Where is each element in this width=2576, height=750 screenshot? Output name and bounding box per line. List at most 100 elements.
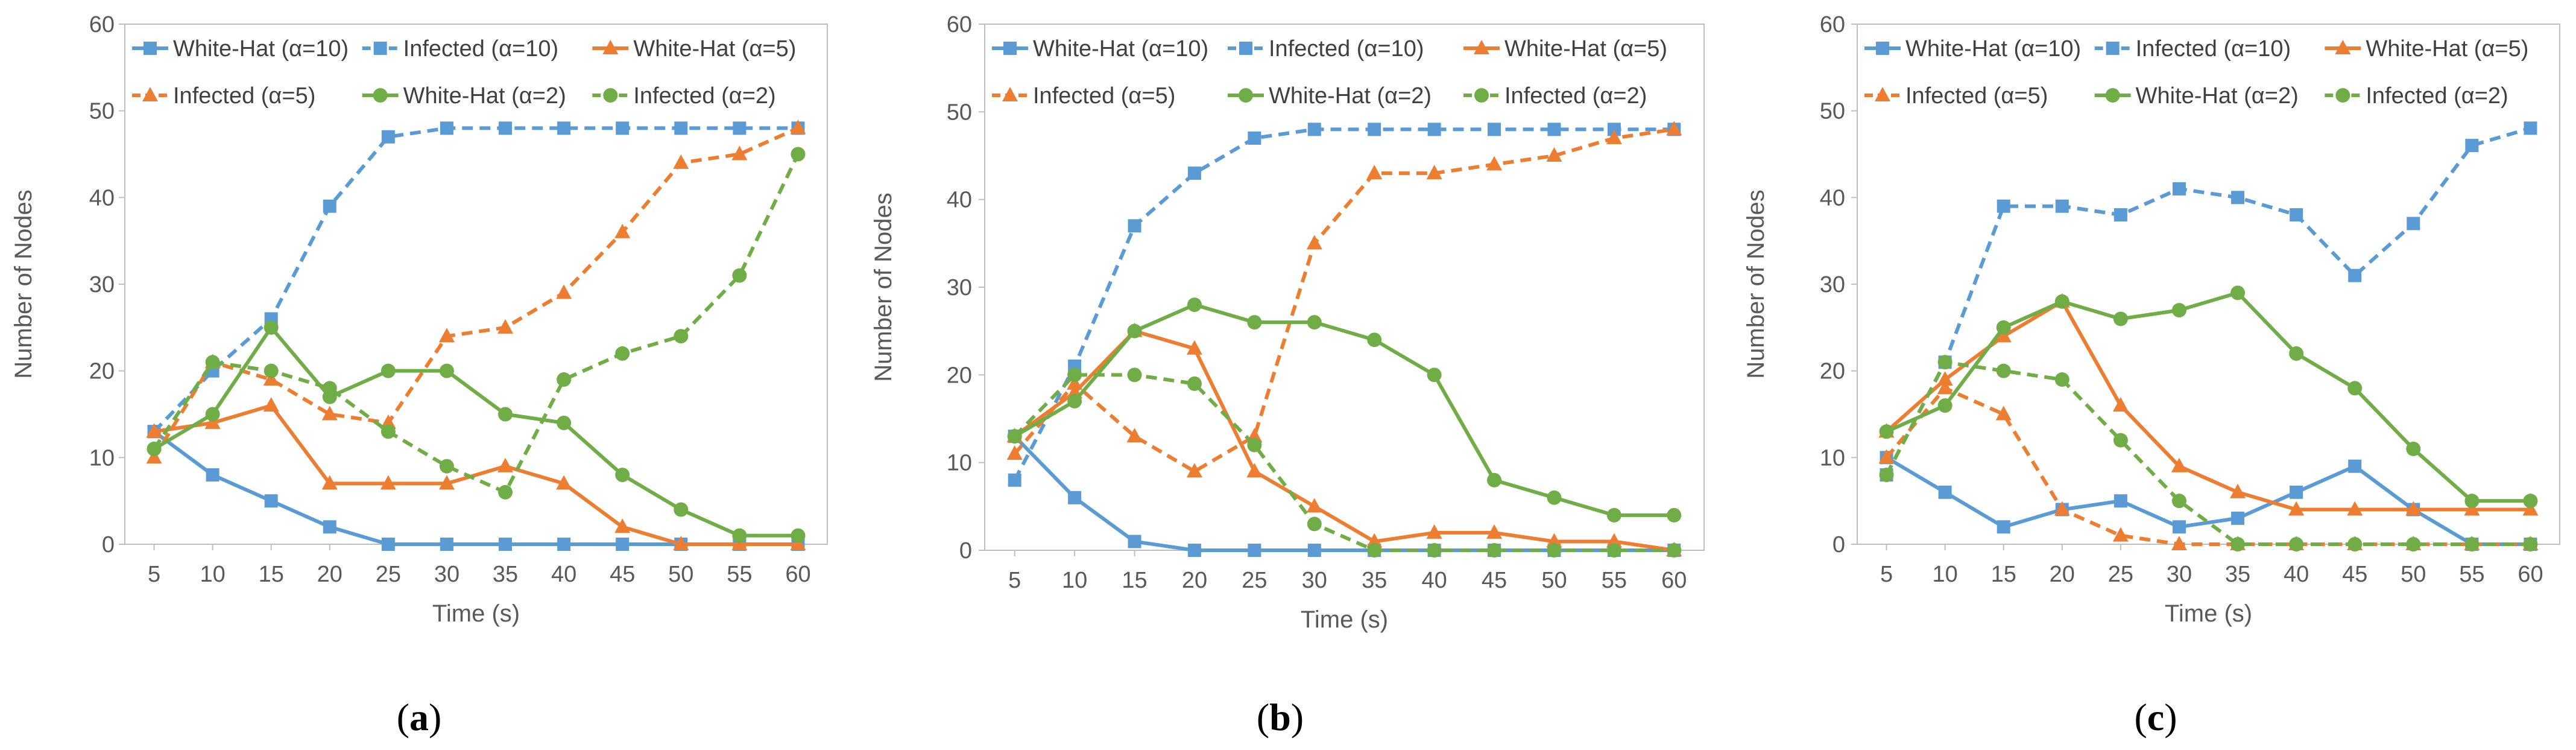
y-axis-title: Number of Nodes — [1743, 189, 1769, 378]
legend-item: Infected (α=10) — [2094, 36, 2291, 62]
data-point — [499, 538, 513, 551]
data-point — [1366, 165, 1383, 180]
data-point — [556, 284, 572, 299]
data-point — [264, 494, 278, 508]
x-tick-label: 45 — [610, 562, 635, 587]
data-point — [1488, 122, 1501, 136]
legend-marker — [142, 87, 158, 101]
chart-panel-c: 0 10 20 30 40 50 60 5 10 15 20 25 30 35 40 45 50 55 60 Time… — [1743, 12, 2560, 627]
legend-label: Infected (α=2) — [1504, 83, 1647, 109]
data-point — [323, 199, 336, 213]
data-point — [2113, 311, 2128, 326]
data-point — [2054, 294, 2069, 309]
data-point — [439, 459, 454, 474]
series-5 — [1879, 355, 2538, 551]
y-tick-label: 40 — [1820, 185, 1845, 211]
legend-marker — [1239, 42, 1252, 55]
y-tick-label: 40 — [947, 188, 972, 213]
legend-item: White-Hat (α=10) — [992, 36, 1208, 62]
legend-item: White-Hat (α=5) — [2325, 36, 2528, 62]
data-point — [1547, 122, 1561, 136]
x-tick-label: 50 — [668, 562, 693, 587]
data-point — [1487, 543, 1502, 558]
data-point — [557, 538, 571, 551]
legend-item: White-Hat (α=5) — [592, 36, 796, 62]
data-point — [1126, 428, 1143, 443]
chart-panel-a: 0 10 20 30 40 50 60 5 10 15 20 25 30 35 40 45 50 55 60 Time… — [10, 12, 828, 627]
y-tick-label: 20 — [1820, 359, 1845, 384]
y-tick-label: 0 — [959, 538, 972, 564]
x-tick-label: 10 — [1932, 562, 1957, 587]
y-tick-label: 10 — [947, 451, 972, 476]
panel-letter: c — [2147, 696, 2164, 739]
data-point — [1997, 199, 2010, 213]
data-point — [2464, 494, 2480, 509]
legend-item: Infected (α=2) — [2325, 83, 2508, 109]
data-point — [615, 468, 630, 483]
data-point — [614, 223, 631, 238]
data-point — [2290, 208, 2303, 222]
data-point — [2114, 494, 2127, 508]
data-point — [321, 405, 338, 421]
y-tick-label: 60 — [947, 12, 972, 37]
y-tick-label: 50 — [1820, 99, 1845, 124]
x-tick-label: 30 — [434, 562, 459, 587]
x-tick-label: 10 — [200, 562, 225, 587]
data-point — [1067, 375, 1083, 390]
data-point — [381, 538, 395, 551]
data-point — [321, 475, 338, 490]
legend-label: White-Hat (α=2) — [403, 83, 566, 109]
data-point — [673, 154, 689, 169]
data-point — [1187, 297, 1202, 313]
x-tick-label: 10 — [1062, 568, 1087, 593]
panel-label: (b) — [1257, 696, 1304, 739]
data-point — [1306, 498, 1322, 513]
data-point — [557, 372, 572, 387]
data-point — [2171, 303, 2186, 318]
series-line — [1884, 126, 2531, 476]
data-point — [1248, 544, 1261, 557]
data-point — [2230, 285, 2246, 300]
x-tick-label: 40 — [1421, 568, 1447, 593]
data-point — [2171, 457, 2187, 472]
legend-item: White-Hat (α=2) — [1228, 83, 1432, 109]
legend-label: White-Hat (α=5) — [2366, 36, 2528, 62]
data-point — [1879, 468, 1894, 483]
data-point — [322, 381, 337, 396]
data-point — [1368, 122, 1381, 136]
legend-item: Infected (α=2) — [592, 83, 776, 109]
legend-marker — [2335, 40, 2351, 54]
data-point — [2113, 433, 2128, 448]
data-point — [1606, 533, 1622, 548]
y-tick-label: 50 — [947, 100, 972, 125]
series-line — [1886, 456, 2531, 546]
legend-label: Infected (α=2) — [2366, 83, 2508, 109]
legend-item: White-Hat (α=10) — [1864, 36, 2081, 62]
data-point — [440, 121, 453, 135]
x-tick-label: 55 — [1602, 568, 1627, 593]
data-point — [438, 475, 455, 490]
legend-marker — [2105, 88, 2120, 103]
data-point — [791, 147, 806, 162]
data-point — [2348, 459, 2362, 473]
x-tick-label: 40 — [2284, 562, 2309, 587]
data-point — [2230, 537, 2246, 551]
data-point — [1878, 449, 1895, 464]
x-axis-title: Time (s) — [1301, 606, 1388, 633]
legend-label: Infected (α=5) — [1905, 83, 2048, 109]
x-tick-label: 20 — [2050, 562, 2075, 587]
legend: White-Hat (α=10) Infected (α=10) White-Hat… — [1864, 36, 2528, 109]
series-line — [1013, 434, 1675, 552]
data-point — [2464, 537, 2480, 551]
y-axis-title: Number of Nodes — [10, 189, 37, 378]
series-line — [153, 325, 798, 538]
y-tick-label: 30 — [1820, 272, 1845, 297]
series-4 — [147, 320, 806, 543]
x-tick-label: 55 — [727, 562, 752, 587]
data-point — [2171, 494, 2186, 509]
x-axis-title: Time (s) — [432, 600, 520, 627]
y-tick-label: 0 — [1833, 532, 1845, 558]
data-point — [1306, 235, 1322, 250]
y-axis-title: Number of Nodes — [870, 192, 897, 381]
data-point — [1426, 165, 1442, 180]
